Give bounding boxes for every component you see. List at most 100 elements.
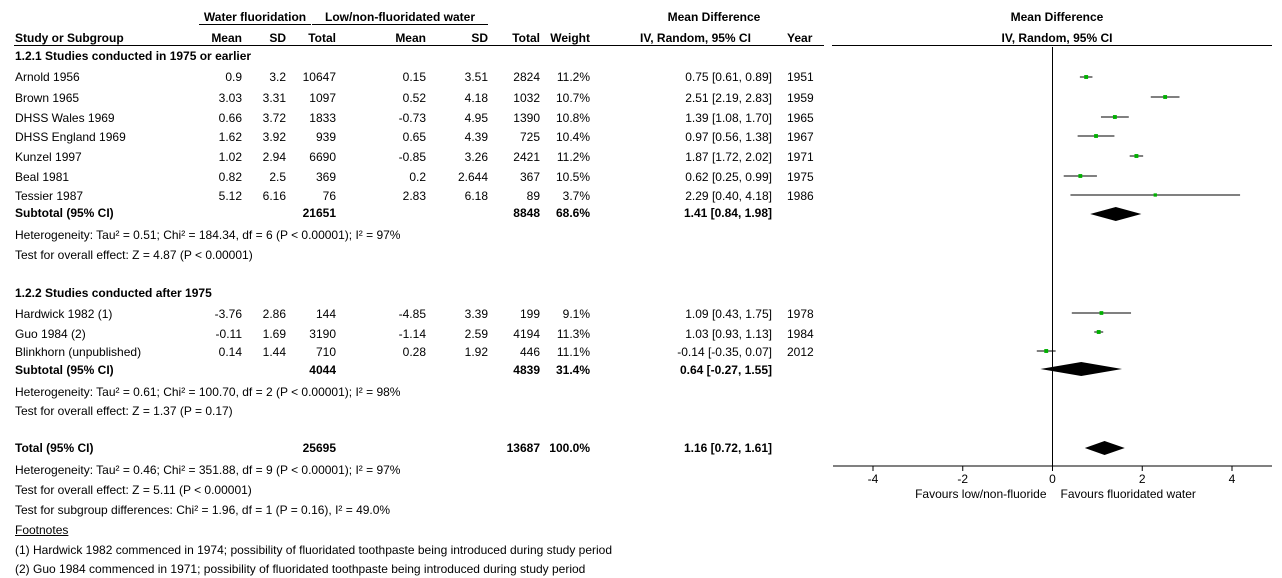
mean2-cell: -0.85 [398, 150, 426, 164]
heterogeneity-text: Heterogeneity: Tau² = 0.51; Chi² = 184.3… [15, 228, 401, 242]
sd2-cell: 1.92 [464, 345, 488, 359]
point-marker [1099, 311, 1104, 315]
overall-effect-text: Test for overall effect: Z = 4.87 (P < 0… [15, 248, 253, 262]
heterogeneity-text: Heterogeneity: Tau² = 0.46; Chi² = 351.8… [15, 463, 401, 477]
group2-header: Low/non-fluoridated water [325, 10, 475, 24]
point-marker [1163, 95, 1168, 99]
sd1-cell: 3.31 [262, 91, 286, 105]
sd1-cell: 3.2 [269, 70, 286, 84]
sd1-cell: 2.86 [262, 307, 286, 321]
subgroup-title: 1.2.1 Studies conducted in 1975 or earli… [15, 49, 252, 63]
point-marker [1044, 349, 1049, 353]
summary-diamond [1040, 362, 1123, 376]
total2-cell: 2824 [513, 70, 540, 84]
mean2-cell: 0.2 [409, 170, 426, 184]
year-cell: 1978 [787, 307, 814, 321]
subgroup-differences-text: Test for subgroup differences: Chi² = 1.… [15, 503, 391, 517]
sd2-cell: 4.18 [464, 91, 488, 105]
total1-cell: 76 [322, 189, 336, 203]
subtotal-total2: 8848 [513, 206, 540, 220]
weight-cell: 11.3% [556, 327, 590, 341]
mean2-cell: 0.15 [402, 70, 426, 84]
mean1-cell: -0.11 [215, 327, 242, 341]
total1-cell: 369 [315, 170, 336, 184]
col-year: Year [787, 31, 813, 45]
point-marker [1078, 174, 1083, 178]
col-total1: Total [308, 31, 336, 45]
x-label-left: Favours low/non-fluoride [915, 487, 1047, 501]
study-name: Tessier 1987 [15, 189, 84, 203]
subtotal-label: Subtotal (95% CI) [15, 206, 114, 220]
mean1-cell: 3.03 [218, 91, 242, 105]
total1-cell: 144 [315, 307, 336, 321]
plot-title: Mean Difference [1010, 10, 1104, 24]
col-total2: Total [512, 31, 540, 45]
total-weight: 100.0% [549, 441, 590, 455]
mean2-cell: 0.52 [402, 91, 426, 105]
study-name: DHSS England 1969 [15, 130, 126, 144]
ci-cell: 1.09 [0.43, 1.75] [685, 307, 772, 321]
total-total2: 13687 [506, 441, 540, 455]
summary-diamond [1084, 441, 1125, 455]
year-cell: 1984 [787, 327, 814, 341]
sd1-cell: 2.94 [262, 150, 286, 164]
col-sd1: SD [269, 31, 286, 45]
year-cell: 1967 [787, 130, 814, 144]
sd1-cell: 2.5 [269, 170, 286, 184]
study-name: Kunzel 1997 [15, 150, 82, 164]
mean2-cell: -1.14 [398, 327, 426, 341]
total2-cell: 89 [526, 189, 540, 203]
weight-cell: 11.2% [556, 150, 590, 164]
sd2-cell: 3.26 [464, 150, 488, 164]
ci-cell: 2.51 [2.19, 2.83] [685, 91, 772, 105]
x-tick-label: -2 [957, 472, 968, 486]
year-cell: 2012 [787, 345, 814, 359]
group1-header: Water fluoridation [203, 10, 307, 24]
sd2-cell: 2.59 [464, 327, 488, 341]
year-cell: 1965 [787, 111, 814, 125]
study-name: Hardwick 1982 (1) [15, 307, 113, 321]
weight-cell: 9.1% [562, 307, 590, 321]
effect-header: Mean Difference [667, 10, 761, 24]
col-mean2: Mean [395, 31, 426, 45]
x-tick-label: 2 [1139, 472, 1146, 486]
weight-cell: 10.8% [555, 111, 590, 125]
plot-method: IV, Random, 95% CI [1001, 31, 1113, 45]
ci-cell: 2.29 [0.40, 4.18] [685, 189, 772, 203]
x-tick-label: 4 [1229, 472, 1236, 486]
ci-cell: 0.62 [0.25, 0.99] [685, 170, 772, 184]
weight-cell: 10.5% [555, 170, 590, 184]
point-marker [1084, 75, 1089, 79]
sd2-cell: 3.51 [464, 70, 488, 84]
sd2-cell: 4.95 [464, 111, 488, 125]
mean2-cell: 0.65 [402, 130, 426, 144]
total2-cell: 199 [519, 307, 540, 321]
total1-cell: 1833 [309, 111, 336, 125]
ci-cell: 1.39 [1.08, 1.70] [685, 111, 772, 125]
subtotal-total2: 4839 [513, 363, 540, 377]
table-header-rule [14, 45, 824, 46]
mean2-cell: 2.83 [402, 189, 426, 203]
point-marker [1134, 154, 1139, 158]
col-mean1: Mean [211, 31, 242, 45]
year-cell: 1975 [787, 170, 814, 184]
subtotal-ci: 0.64 [-0.27, 1.55] [679, 363, 772, 377]
overall-effect-text: Test for overall effect: Z = 1.37 (P = 0… [15, 404, 233, 418]
total1-cell: 1097 [309, 91, 336, 105]
sd1-cell: 3.72 [262, 111, 286, 125]
subtotal-weight: 68.6% [555, 206, 590, 220]
mean1-cell: 0.66 [218, 111, 242, 125]
sd1-cell: 1.44 [262, 345, 286, 359]
point-marker [1094, 134, 1098, 138]
mean1-cell: 0.82 [218, 170, 242, 184]
footnote-1: (1) Hardwick 1982 commenced in 1974; pos… [15, 543, 613, 557]
sd2-cell: 6.18 [464, 189, 488, 203]
total-label: Total (95% CI) [15, 441, 94, 455]
study-name: Beal 1981 [15, 170, 70, 184]
study-name: Arnold 1956 [15, 70, 80, 84]
total1-cell: 3190 [309, 327, 336, 341]
sd1-cell: 1.69 [262, 327, 286, 341]
point-marker [1096, 330, 1101, 334]
x-tick-label: 0 [1049, 472, 1056, 486]
mean1-cell: -3.76 [214, 307, 242, 321]
